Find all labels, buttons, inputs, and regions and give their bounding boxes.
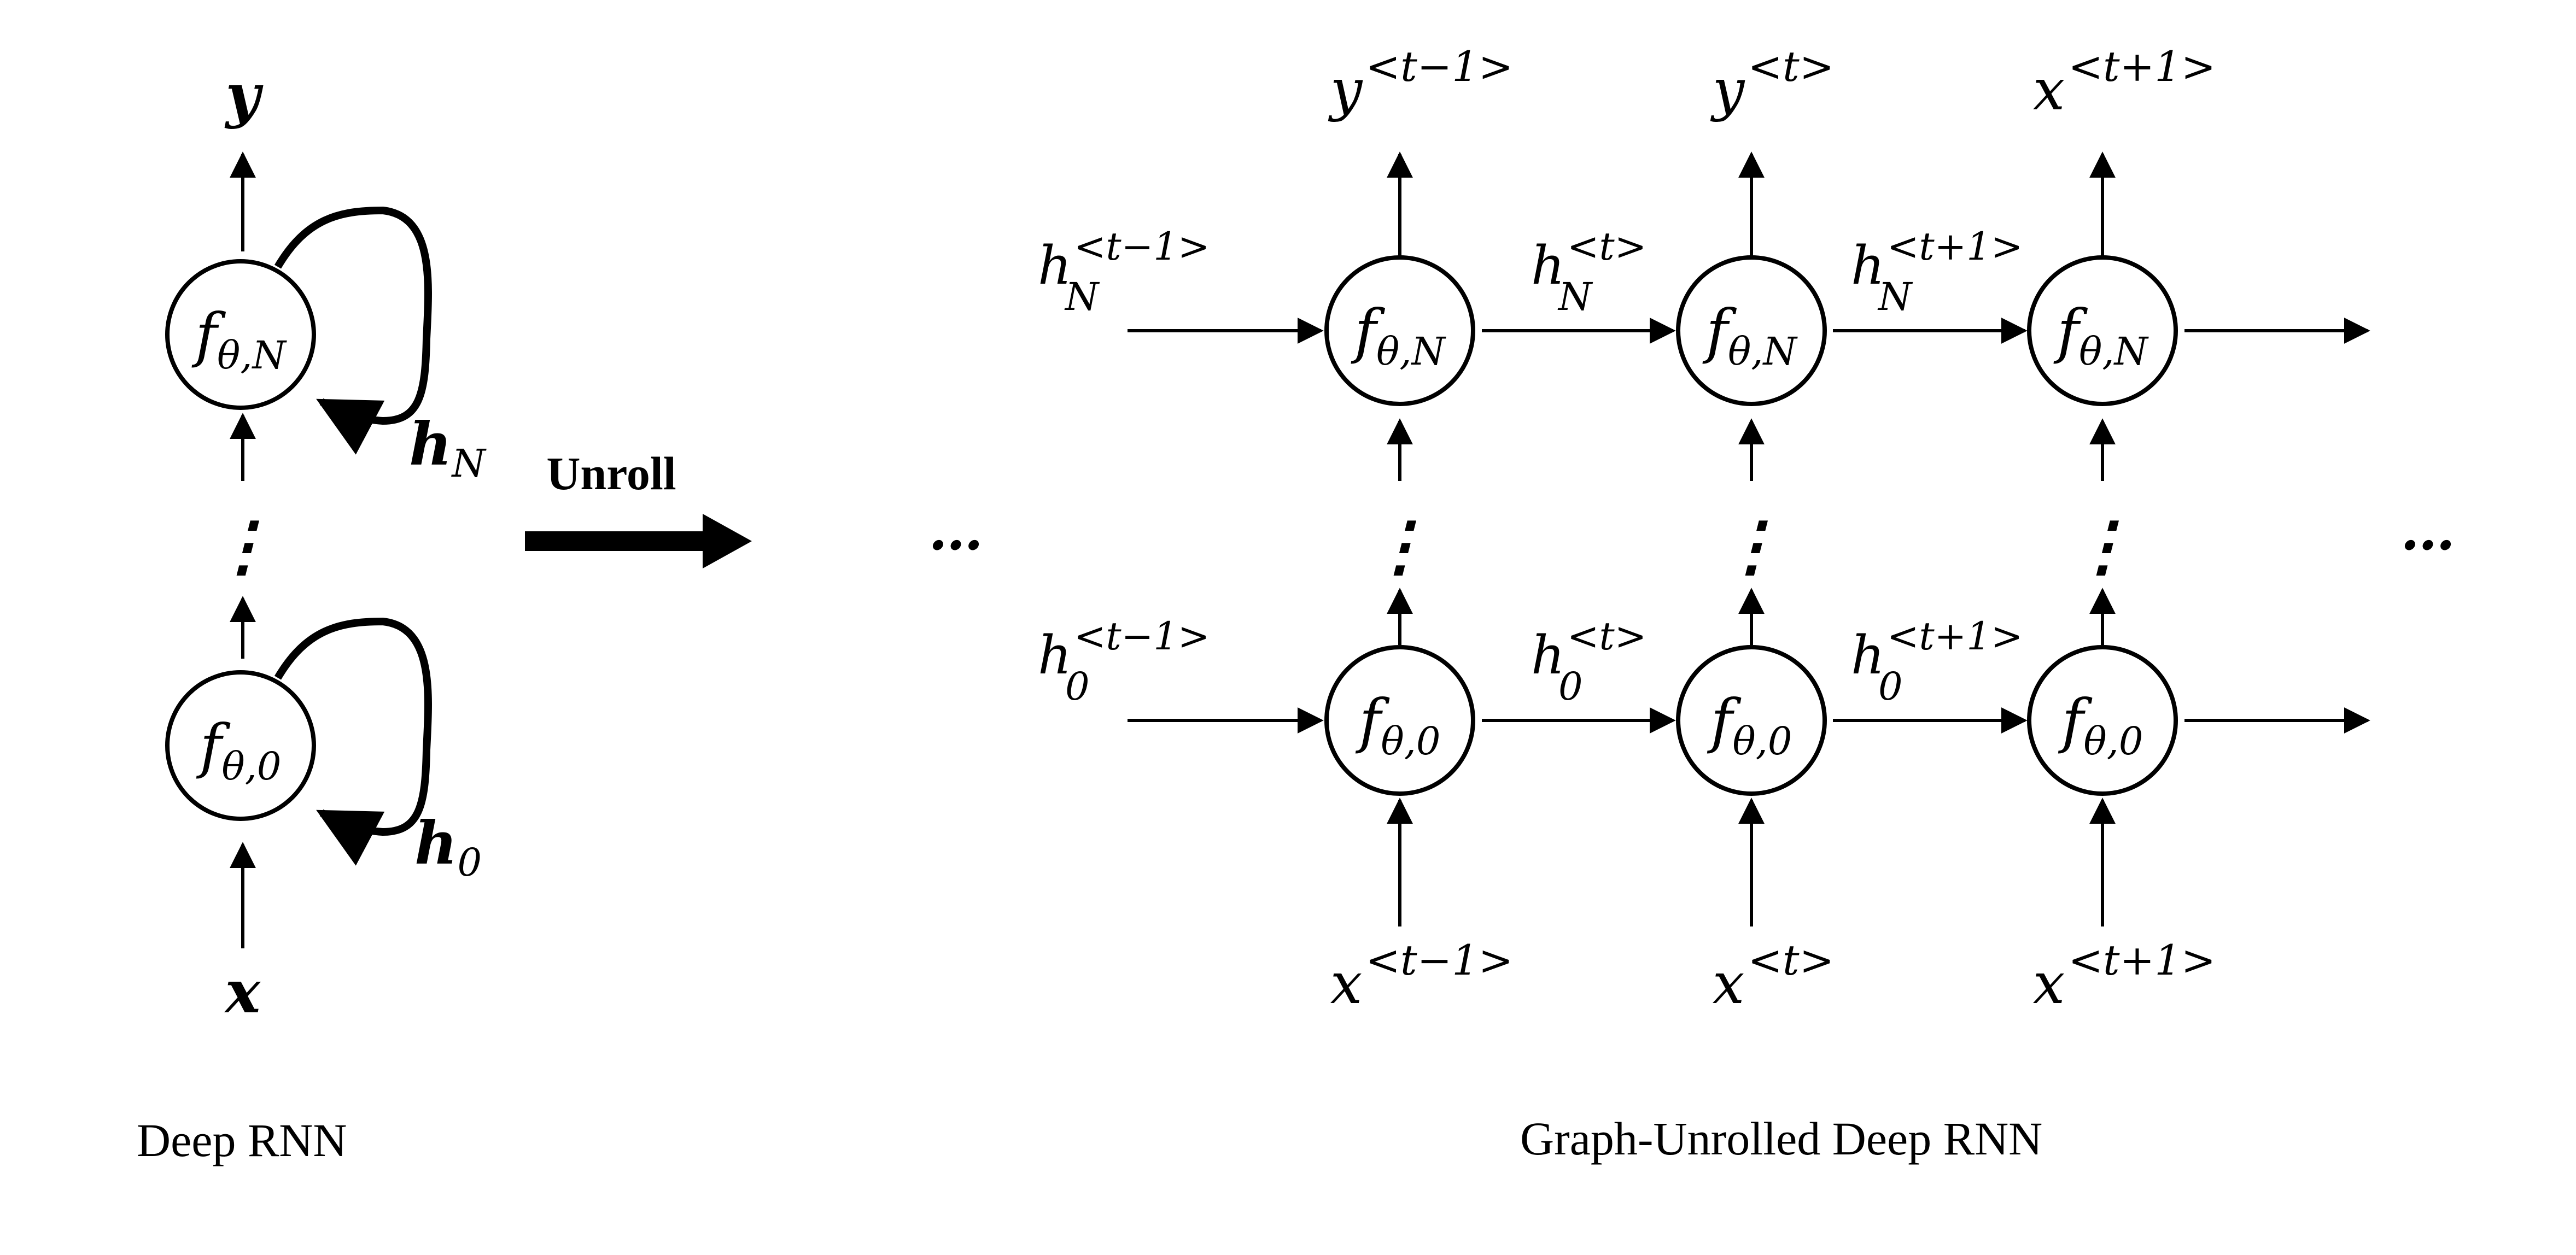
deep-rnn-caption: Deep RNN: [137, 1114, 347, 1166]
unrolled-node-top-label-1: fθ,N: [1702, 297, 1798, 374]
layers-vertical-ellipsis: ⋮: [210, 507, 276, 584]
hidden-top-label-0: h<t−1> N: [1038, 224, 1210, 319]
output-label-2: x<t+1>: [2033, 42, 2216, 123]
vertical-ellipsis-2: ⋮: [2070, 507, 2135, 584]
input-label-0: x<t−1>: [1330, 936, 1514, 1017]
input-label-1: x<t>: [1713, 936, 1835, 1017]
graph-unrolled-panel: … … Graph-Unrolled Deep RNN h<t−1> N h<t> N…: [928, 42, 2455, 1165]
loop-label-h-0: h0: [414, 809, 482, 885]
graph-unrolled-caption: Graph-Unrolled Deep RNN: [1520, 1112, 2042, 1165]
node-f-theta-0: [165, 670, 316, 821]
unroll-arrow: [525, 514, 752, 568]
output-label-1: y<t>: [1710, 42, 1835, 123]
unrolled-node-bottom-label-1: fθ,0: [1707, 687, 1792, 764]
recurrent-loop-bottom: [274, 617, 432, 866]
hidden-bottom-label-0: h<t−1> 0: [1038, 614, 1210, 709]
recurrent-loop-top: [274, 206, 432, 455]
node-f-theta-N: [165, 259, 316, 410]
output-label-0: y<t−1>: [1328, 42, 1514, 123]
unroll-label: Unroll: [546, 447, 676, 500]
unrolled-node-bottom-label-2: fθ,0: [2058, 687, 2143, 764]
node-f-theta-0-label: fθ,0: [196, 712, 282, 789]
hidden-bottom-label-1: h<t> 0: [1531, 614, 1646, 709]
output-y-label: y: [225, 61, 264, 130]
hidden-top-label-1: h<t> N: [1531, 224, 1646, 319]
unrolled-node-bottom-2: [2027, 645, 2178, 796]
node-f-theta-N-label: fθ,N: [191, 301, 287, 378]
vertical-ellipsis-0: ⋮: [1367, 507, 1433, 584]
vertical-ellipsis-1: ⋮: [1719, 507, 1784, 584]
unroll-arrow-group: Unroll: [525, 447, 752, 568]
unrolled-node-top-label-2: fθ,N: [2053, 297, 2149, 374]
unrolled-node-bottom-1: [1676, 645, 1827, 796]
input-x-label: x: [224, 958, 261, 1027]
unrolled-node-top-label-0: fθ,N: [1351, 297, 1446, 374]
hidden-bottom-label-2: h<t+1> 0: [1851, 614, 2023, 709]
left-ellipsis: …: [928, 498, 983, 562]
right-ellipsis: …: [2400, 498, 2455, 562]
deep-rnn-panel: y fθ,N hN ⋮ fθ,0 h0 x Deep RNN: [137, 61, 487, 1166]
loop-label-h-N: hN: [409, 410, 487, 486]
unrolled-node-bottom-label-0: fθ,0: [1356, 687, 1441, 764]
hidden-top-label-2: h<t+1> N: [1851, 224, 2023, 319]
input-label-2: x<t+1>: [2033, 936, 2216, 1017]
unrolled-node-bottom-0: [1324, 645, 1475, 796]
